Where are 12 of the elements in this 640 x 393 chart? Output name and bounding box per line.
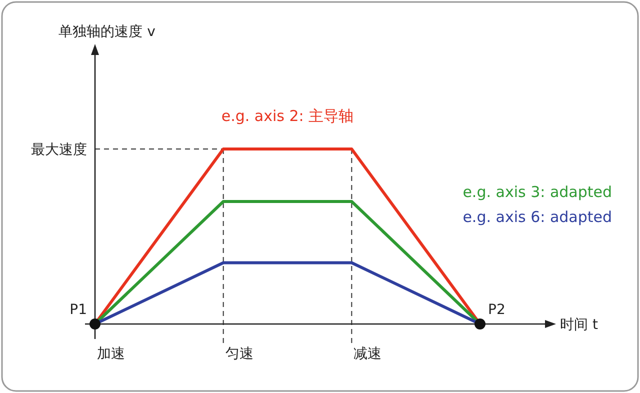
series-label: e.g. axis 2: 主导轴 [221, 107, 354, 125]
text: 加速 [97, 346, 125, 362]
ref-line: 最大速度 [31, 142, 224, 158]
text: 单独轴的速度 v [58, 24, 156, 40]
text: e.g. axis 6: adapted [462, 208, 612, 226]
annotation: P2 [488, 302, 506, 318]
text: e.g. axis 3: adapted [462, 183, 612, 201]
ref-line-label: 最大速度 [31, 142, 87, 158]
text: 匀速 [225, 346, 254, 362]
text: 减速 [354, 346, 382, 362]
x-axis-title: 时间 t [560, 317, 598, 333]
annotation: P1 [70, 302, 87, 318]
